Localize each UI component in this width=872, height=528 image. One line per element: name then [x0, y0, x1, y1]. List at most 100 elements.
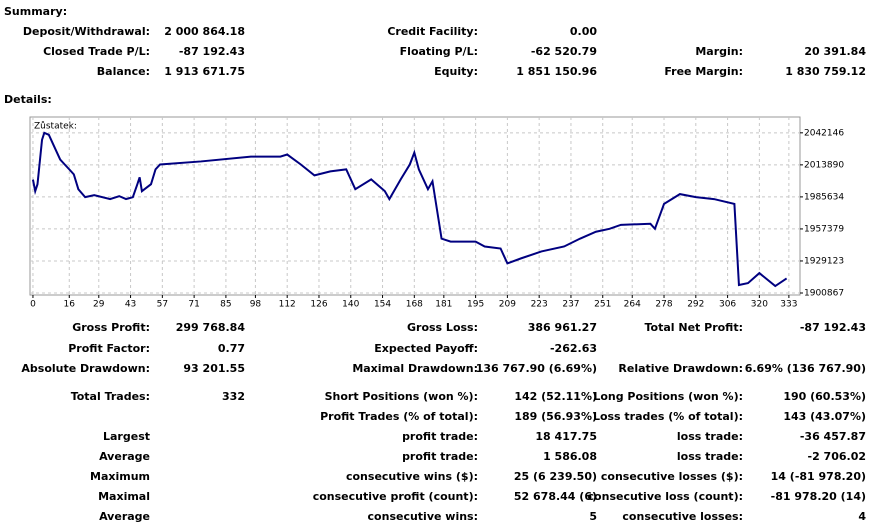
field-value: -2 706.02: [807, 450, 867, 463]
field-value: 0.00: [569, 25, 597, 38]
x-tick-label: 264: [624, 300, 641, 310]
balance-line: [31, 131, 788, 288]
field-label: profit trade:: [402, 450, 478, 463]
field-label: Free Margin:: [664, 65, 743, 78]
field-value: 142 (52.11%): [514, 390, 597, 403]
field-label: Credit Facility:: [387, 25, 478, 38]
field-value: 14 (-81 978.20): [770, 470, 866, 483]
field-label: Profit Factor:: [68, 342, 150, 355]
field-label: Balance:: [96, 65, 150, 78]
field-value: 1 913 671.75: [164, 65, 245, 78]
section-title: Summary:: [4, 5, 68, 18]
field-value: 332: [222, 390, 245, 403]
x-tick-label: 251: [594, 300, 611, 310]
x-tick-label: 320: [751, 300, 768, 310]
x-tick-label: 98: [250, 300, 262, 310]
x-tick-label: 57: [157, 300, 168, 310]
x-tick-label: 209: [499, 300, 516, 310]
x-tick-label: 16: [64, 300, 76, 310]
field-label: consecutive profit (count):: [312, 490, 478, 503]
field-label: Floating P/L:: [399, 45, 478, 58]
field-label: Maximal Drawdown:: [352, 362, 478, 375]
y-tick-label: 1957379: [804, 224, 844, 234]
x-tick-label: 333: [780, 300, 797, 310]
field-label: Expected Payoff:: [374, 342, 478, 355]
y-tick-label: 2042146: [804, 128, 844, 138]
x-tick-label: 223: [531, 300, 548, 310]
x-tick-label: 126: [310, 300, 327, 310]
field-value: 143 (43.07%): [783, 410, 866, 423]
x-tick-label: 168: [406, 300, 423, 310]
field-value: 189 (56.93%): [514, 410, 597, 423]
field-label: consecutive loss (count):: [587, 490, 743, 503]
field-value: 1 851 150.96: [516, 65, 597, 78]
chart-title: Zůstatek:: [34, 121, 77, 132]
field-label: Maximum: [90, 470, 150, 483]
field-value: -262.63: [549, 342, 597, 355]
field-value: -36 457.87: [799, 430, 866, 443]
field-value: 52 678.44 (6): [513, 490, 597, 503]
field-value: -81 978.20 (14): [770, 490, 866, 503]
field-value: 136 767.90 (6.69%): [475, 362, 597, 375]
field-value: 25 (6 239.50): [513, 470, 597, 483]
x-tick-label: 237: [562, 300, 579, 310]
x-tick-label: 0: [30, 300, 36, 310]
field-label: loss trade:: [676, 430, 743, 443]
field-label: Loss trades (% of total):: [592, 410, 743, 423]
field-label: Gross Loss:: [407, 321, 478, 334]
field-label: loss trade:: [676, 450, 743, 463]
field-value: 18 417.75: [535, 430, 597, 443]
field-value: 0.77: [217, 342, 245, 355]
field-label: Absolute Drawdown:: [21, 362, 150, 375]
field-label: Total Net Profit:: [644, 321, 744, 334]
field-label: Closed Trade P/L:: [43, 45, 150, 58]
field-label: Short Positions (won %):: [324, 390, 478, 403]
field-label: Maximal: [98, 490, 150, 503]
y-tick-label: 1929123: [804, 256, 844, 266]
field-value: 20 391.84: [804, 45, 866, 58]
field-label: Margin:: [695, 45, 743, 58]
field-value: 6.69% (136 767.90): [744, 362, 866, 375]
field-label: Deposit/Withdrawal:: [22, 25, 150, 38]
field-value: 299 768.84: [175, 321, 245, 334]
y-tick-label: 2013890: [804, 160, 844, 170]
x-tick-label: 71: [188, 300, 199, 310]
y-tick-label: 1900867: [804, 288, 844, 298]
x-tick-label: 140: [342, 300, 359, 310]
x-tick-label: 29: [93, 300, 105, 310]
field-label: consecutive losses ($):: [600, 470, 743, 483]
field-value: 5: [589, 510, 597, 523]
x-tick-label: 292: [687, 300, 704, 310]
field-label: Average: [99, 450, 150, 463]
field-label: Gross Profit:: [72, 321, 150, 334]
x-tick-label: 306: [719, 300, 736, 310]
field-label: consecutive wins:: [367, 510, 478, 523]
field-label: Equity:: [434, 65, 478, 78]
x-tick-label: 85: [220, 300, 231, 310]
field-value: -87 192.43: [799, 321, 866, 334]
field-label: Long Positions (won %):: [593, 390, 743, 403]
field-label: Profit Trades (% of total):: [320, 410, 478, 423]
field-label: Total Trades:: [70, 390, 150, 403]
x-tick-label: 154: [374, 300, 391, 310]
field-label: consecutive wins ($):: [345, 470, 478, 483]
x-tick-label: 278: [655, 300, 672, 310]
x-tick-label: 195: [467, 300, 484, 310]
field-value: 1 830 759.12: [785, 65, 866, 78]
field-value: 93 201.55: [183, 362, 245, 375]
field-label: profit trade:: [402, 430, 478, 443]
field-value: 1 586.08: [543, 450, 597, 463]
x-tick-label: 43: [125, 300, 136, 310]
field-value: 2 000 864.18: [164, 25, 245, 38]
field-value: -62 520.79: [530, 45, 597, 58]
field-value: -87 192.43: [178, 45, 245, 58]
field-label: Average: [99, 510, 150, 523]
field-value: 4: [858, 510, 866, 523]
field-label: Relative Drawdown:: [618, 362, 743, 375]
field-value: 386 961.27: [527, 321, 597, 334]
y-tick-label: 1985634: [804, 192, 844, 202]
field-value: 190 (60.53%): [783, 390, 866, 403]
x-tick-label: 112: [279, 300, 296, 310]
